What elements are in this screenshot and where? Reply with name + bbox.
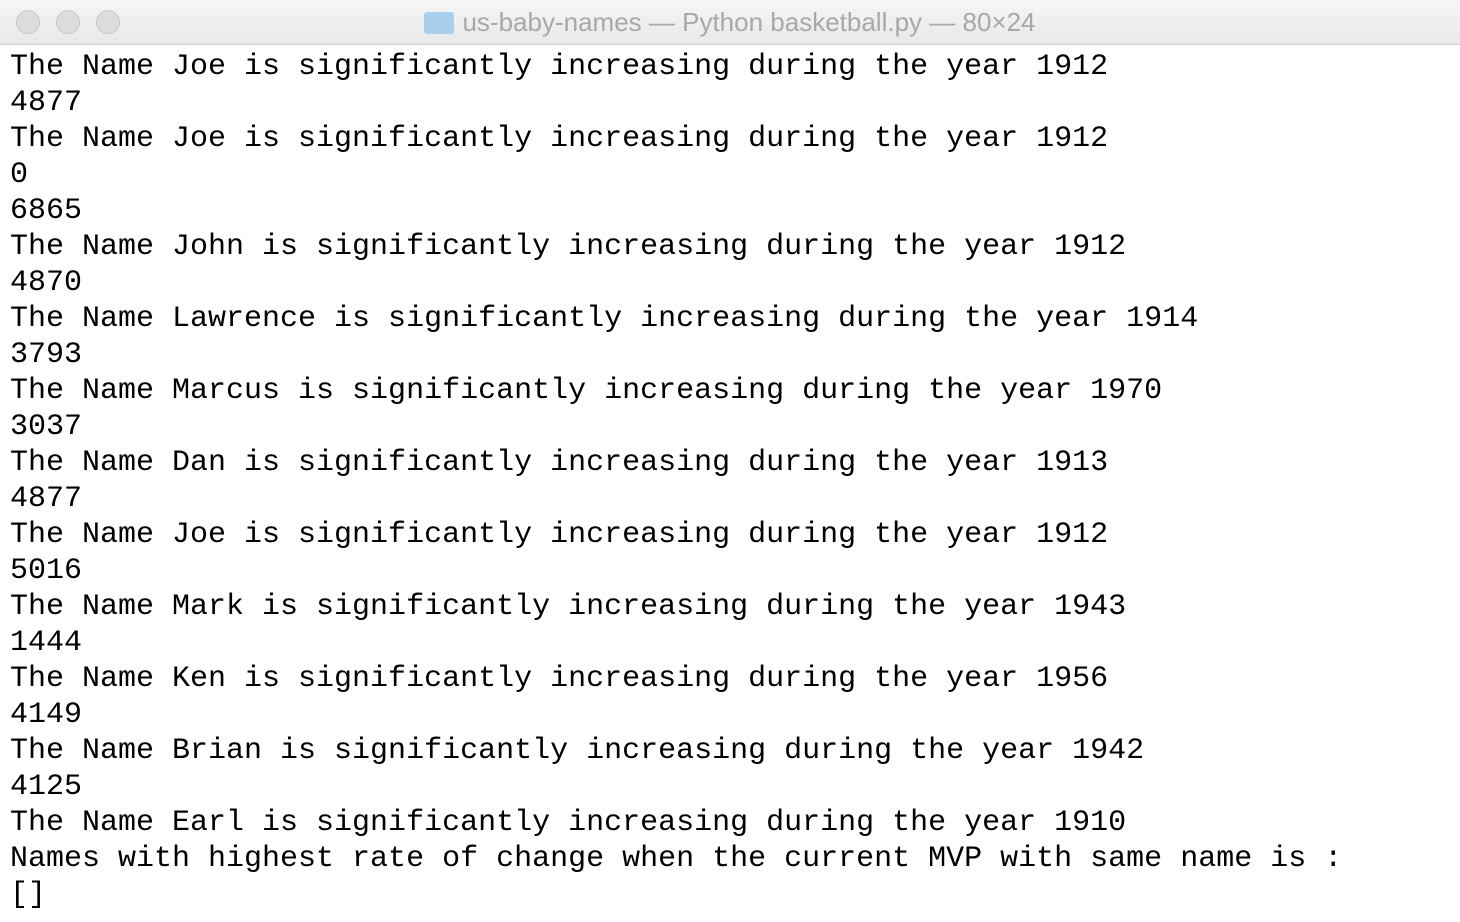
output-line: 3037 [10, 410, 83, 444]
output-line: The Name Mark is significantly increasin… [10, 590, 1127, 624]
output-line: 0 [10, 158, 29, 192]
folder-icon [424, 12, 455, 34]
output-line: The Name Lawrence is significantly incre… [10, 302, 1199, 336]
output-line: 1444 [10, 626, 83, 660]
output-line: 4149 [10, 698, 83, 732]
output-line: The Name Ken is significantly increasing… [10, 662, 1109, 696]
terminal-output: The Name Joe is significantly increasing… [10, 49, 1342, 913]
output-line: The Name Dan is significantly increasing… [10, 446, 1109, 480]
output-line: [] [10, 878, 47, 912]
output-line: The Name Earl is significantly increasin… [10, 806, 1127, 840]
window-title-text: us-baby-names — Python basketball.py — 8… [462, 7, 1036, 37]
window-title: us-baby-names — Python basketball.py — 8… [0, 0, 1460, 45]
output-line: The Name Joe is significantly increasing… [10, 50, 1109, 84]
zoom-button[interactable] [96, 10, 120, 34]
output-line: 4125 [10, 770, 83, 804]
title-bar: us-baby-names — Python basketball.py — 8… [0, 0, 1460, 45]
output-line: The Name Marcus is significantly increas… [10, 374, 1163, 408]
output-line: The Name Joe is significantly increasing… [10, 122, 1109, 156]
output-line: 3793 [10, 338, 83, 372]
minimize-button[interactable] [56, 10, 80, 34]
output-line: 5016 [10, 554, 83, 588]
output-line: 6865 [10, 194, 83, 228]
output-line: The Name John is significantly increasin… [10, 230, 1127, 264]
output-line: Names with highest rate of change when t… [10, 842, 1343, 876]
output-line: The Name Joe is significantly increasing… [10, 518, 1109, 552]
output-line: 4877 [10, 482, 83, 516]
output-line: 4877 [10, 86, 83, 120]
close-button[interactable] [16, 10, 40, 34]
output-line: 4870 [10, 266, 83, 300]
output-line: The Name Brian is significantly increasi… [10, 734, 1145, 768]
